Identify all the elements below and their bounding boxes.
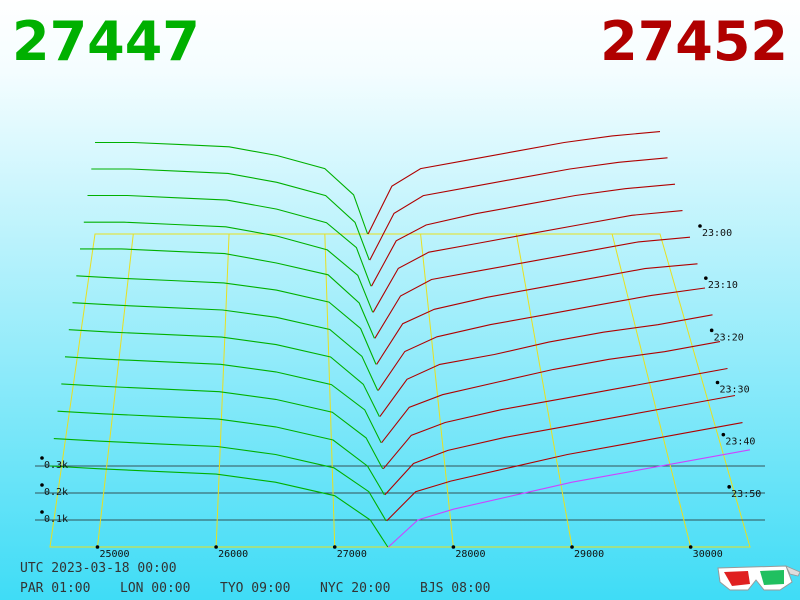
time-tick (704, 276, 708, 280)
time-tick (727, 485, 731, 489)
bid-depth-line (72, 302, 379, 391)
time-tick-label: 23:10 (708, 280, 738, 291)
bid-depth-line (80, 248, 375, 339)
price-tick-label: 29000 (574, 549, 604, 560)
price-tick-label: 30000 (693, 549, 723, 560)
bid-depth-line (83, 221, 374, 313)
ask-depth-line (367, 131, 661, 235)
ask-depth-line (371, 183, 676, 287)
price-grid-line (215, 233, 230, 548)
time-tick-label: 23:40 (725, 437, 755, 448)
ask-depth-line (369, 157, 668, 261)
bid-depth-line (91, 168, 370, 261)
price-grid-line (96, 233, 134, 548)
volume-tick (40, 483, 44, 487)
curves (49, 131, 751, 548)
time-tick-label: 23:00 (702, 228, 732, 239)
clocks: PAR 01:00 LON 00:00 TYO 09:00 NYC 20:00 BJS … (20, 581, 490, 596)
ask-depth-line (382, 367, 728, 470)
ask-depth-line (372, 210, 683, 313)
bid-depth-line (57, 410, 385, 496)
time-tick-label: 23:20 (714, 332, 744, 343)
price-grid-line (420, 233, 454, 548)
time-tick (698, 224, 702, 228)
clock-label: PAR 01:00 (20, 581, 90, 596)
labels: 0.1k 0.2k 0.3k 25000 26000 27000 28000 29000 300… (40, 224, 761, 560)
ask-depth-line (376, 263, 698, 365)
bid-depth-line (76, 275, 377, 365)
volume-tick (40, 456, 44, 460)
price-tick-label: 27000 (337, 549, 367, 560)
ask-depth-line (386, 422, 743, 522)
price-tick (332, 545, 337, 549)
price-tick (451, 545, 456, 549)
time-tick (721, 432, 726, 437)
bid-depth-line (64, 356, 382, 443)
bid-depth-line (95, 141, 369, 235)
price-tick-label: 28000 (455, 549, 485, 560)
ask-depth-line (374, 236, 691, 339)
price-tick-label: 25000 (99, 549, 129, 560)
price-grid-line (515, 233, 573, 548)
volume-tick-label: 0.1k (44, 514, 68, 525)
volume-tick (40, 510, 44, 514)
time-tick (715, 380, 720, 385)
last-ask: 27452 (600, 10, 788, 73)
price-tick (688, 545, 693, 549)
clock-label: LON 00:00 (120, 581, 190, 596)
price-grid-line (611, 233, 692, 548)
volume-tick-label: 0.3k (44, 460, 68, 471)
price-tick (570, 545, 574, 549)
clock-label: BJS 08:00 (420, 581, 490, 596)
ask-depth-line (388, 449, 751, 548)
bid-depth-line (87, 194, 372, 287)
utc-time: UTC 2023-03-18 00:00 (20, 561, 177, 576)
bid-depth-line (61, 383, 384, 470)
last-bid: 27447 (12, 10, 200, 73)
ask-depth-line (377, 287, 706, 391)
price-tick (214, 545, 218, 549)
ask-depth-line (381, 341, 721, 444)
price-tick (95, 545, 100, 549)
volume-tick-label: 0.2k (44, 487, 68, 498)
3d-glasses-icon (717, 565, 800, 591)
bid-depth-line (49, 465, 389, 548)
time-tick (709, 328, 714, 333)
ask-depth-line (379, 314, 713, 417)
bid-depth-line (53, 438, 387, 522)
price-tick-label: 26000 (218, 549, 248, 560)
clock-label: TYO 09:00 (220, 581, 290, 596)
floor (35, 233, 765, 548)
floor-outline (49, 233, 751, 548)
bid-depth-line (68, 329, 380, 417)
time-tick-label: 23:30 (720, 385, 750, 396)
ask-depth-line (384, 394, 736, 496)
clock-label: NYC 20:00 (320, 581, 390, 596)
time-tick-label: 23:50 (731, 489, 761, 500)
